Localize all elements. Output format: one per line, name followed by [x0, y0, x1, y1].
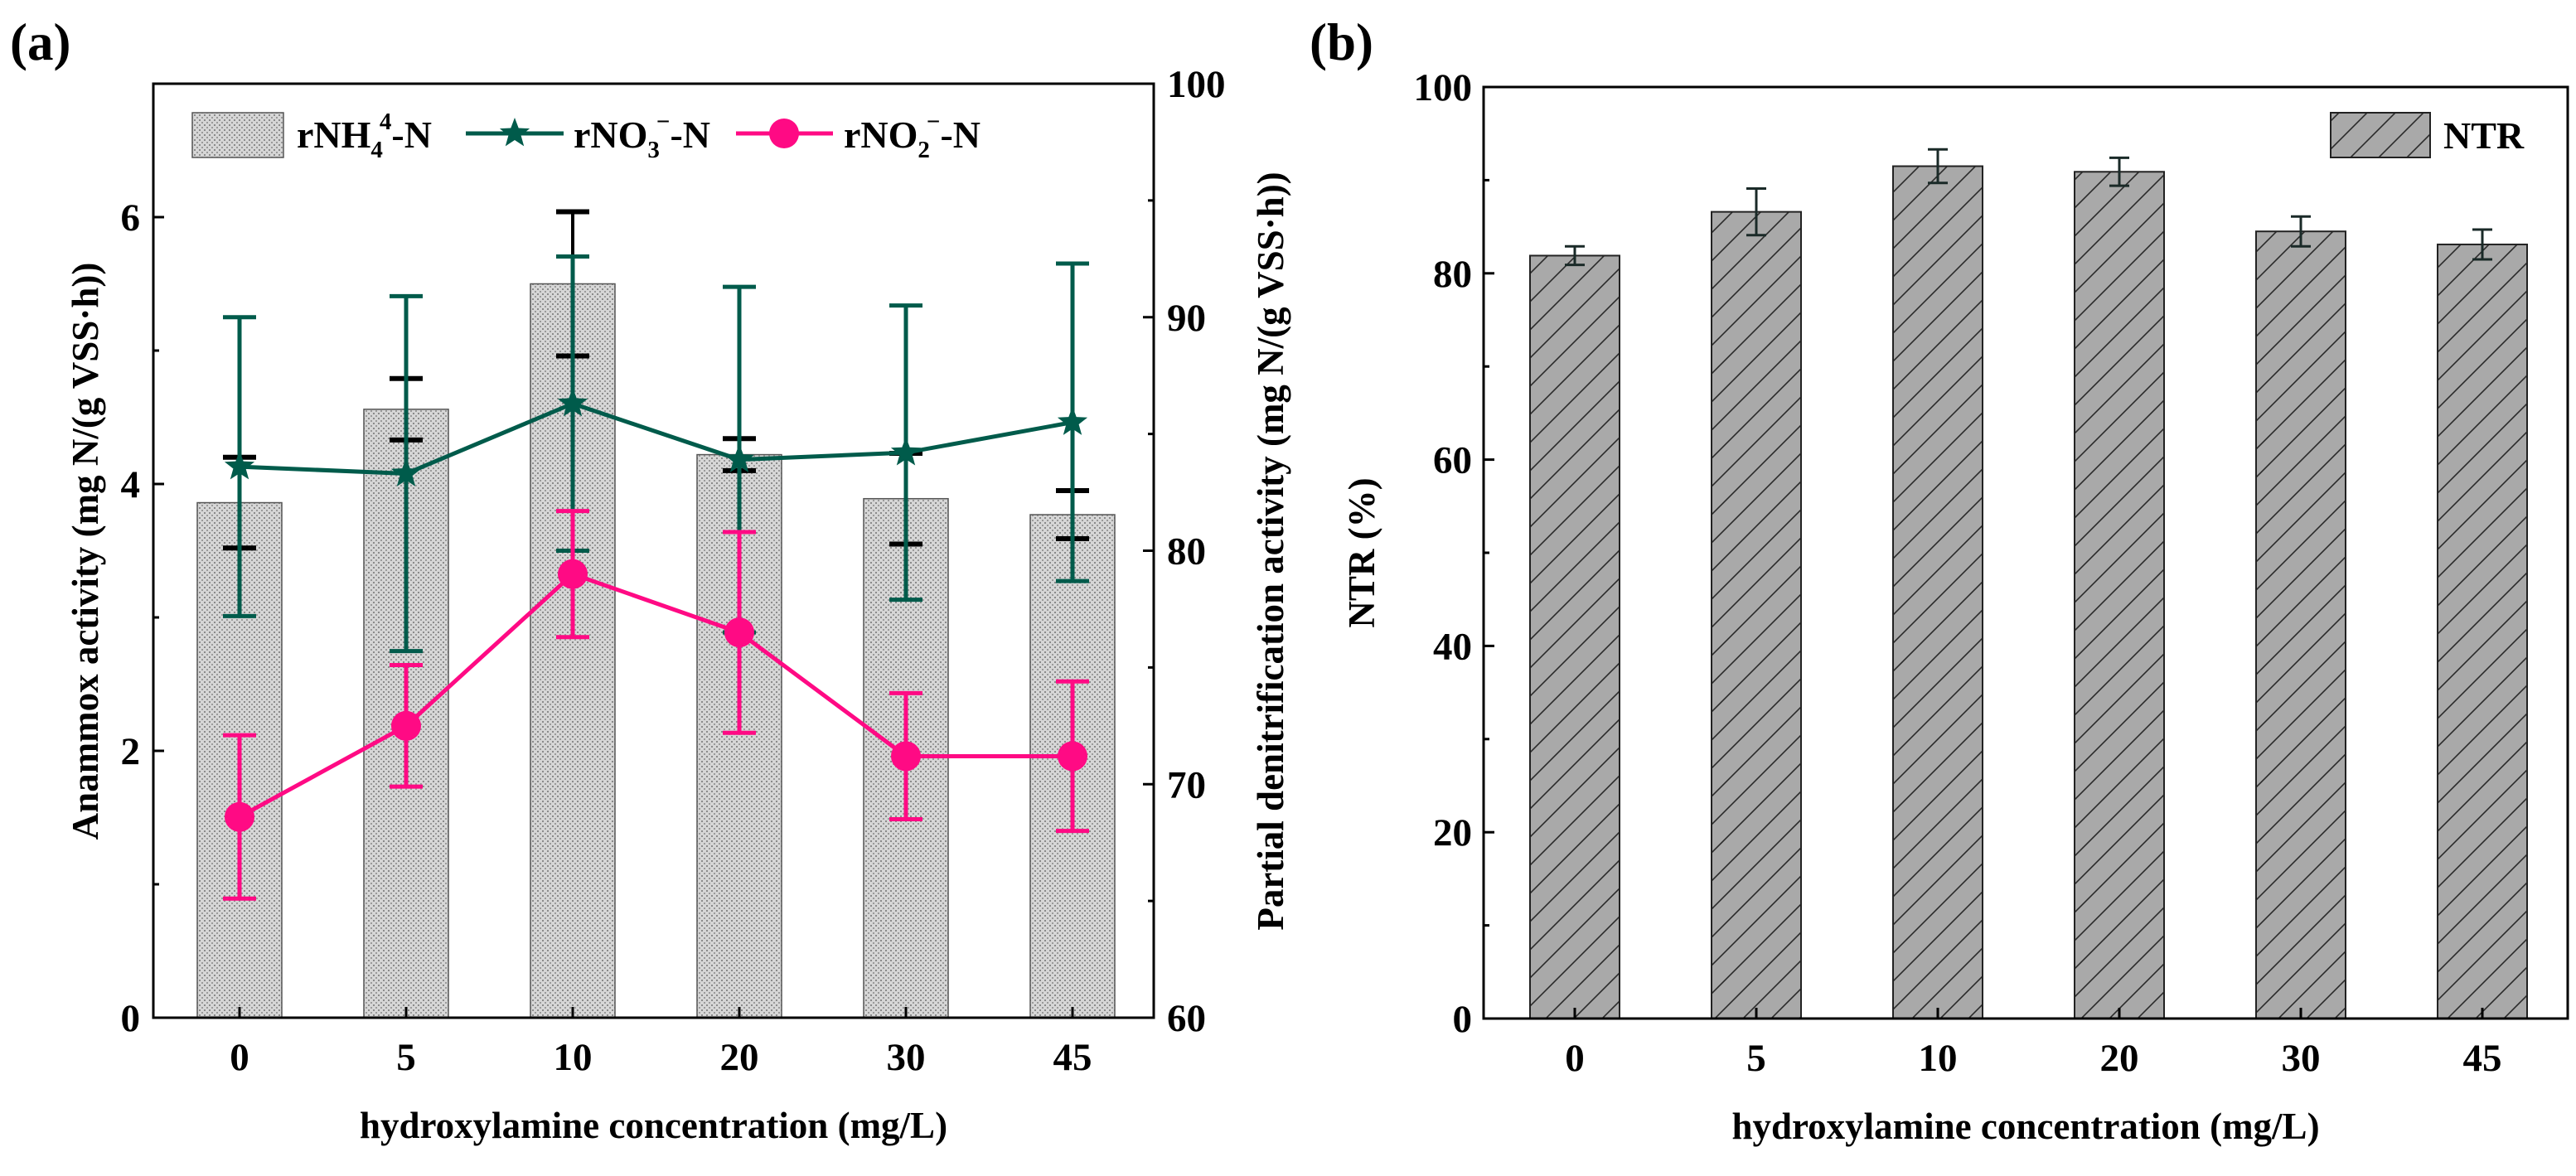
y-tick-label-right: 80 — [1167, 530, 1206, 573]
x-tick-label: 20 — [720, 1036, 759, 1079]
bar-ntr — [1529, 254, 1620, 1020]
point-rno3 — [724, 443, 755, 472]
legend-subscript: 4 — [370, 137, 383, 163]
plot-frame — [152, 82, 1155, 1019]
panel-label: (a) — [10, 13, 70, 71]
y-tick-label-left: 2 — [121, 730, 141, 773]
y-axis-title-right: Partial denitrification activity (mg N/(… — [1250, 172, 1291, 930]
legend-label-rnh4: rNH44-N — [297, 109, 432, 163]
y-tick-label: 100 — [1414, 66, 1473, 109]
point-rno2 — [1058, 741, 1087, 772]
x-tick-label: 45 — [2463, 1037, 2502, 1080]
y-tick-label-right: 90 — [1167, 297, 1206, 340]
panel-label: (b) — [1310, 13, 1373, 71]
legend-superscript: 4 — [380, 109, 392, 135]
legend-swatch-rnh4 — [191, 112, 284, 158]
bar-ntr — [2255, 230, 2346, 1020]
x-tick-label: 10 — [554, 1036, 593, 1079]
x-tick-label: 10 — [1919, 1037, 1958, 1080]
point-rno3 — [890, 437, 922, 466]
y-tick-label-left: 6 — [121, 196, 141, 240]
x-tick-label: 45 — [1053, 1036, 1092, 1079]
point-rno2 — [391, 710, 421, 741]
x-tick-label: 0 — [230, 1036, 249, 1079]
x-axis-title: hydroxylamine concentration (mg/L) — [360, 1105, 947, 1146]
legend: rNH44-N rNO3−-N rNO2−-N — [191, 109, 981, 163]
x-tick-label: 0 — [1565, 1037, 1585, 1080]
y-tick-label: 20 — [1433, 811, 1472, 854]
legend-text: -N — [670, 114, 710, 156]
legend-label-ntr: NTR — [2443, 114, 2525, 157]
y-axis-title-left: Anammox activity (mg N/(g VSS·h)) — [65, 263, 106, 840]
legend-superscript: − — [927, 109, 941, 135]
point-rno3 — [390, 457, 422, 486]
legend-text: -N — [391, 114, 432, 156]
y-tick-label: 0 — [1453, 998, 1473, 1041]
legend-text: rNO — [574, 114, 647, 156]
x-tick-label: 20 — [2100, 1037, 2139, 1080]
point-rno2 — [724, 617, 754, 648]
bar-ntr — [2074, 171, 2165, 1019]
y-tick-label: 60 — [1433, 439, 1472, 482]
legend-marker-rno2 — [769, 119, 799, 148]
x-tick-label: 30 — [2282, 1037, 2321, 1080]
x-tick-label: 5 — [1746, 1037, 1766, 1080]
line-rno2 — [238, 571, 1073, 819]
plot-frame — [1482, 85, 2569, 1020]
x-axis-title: hydroxylamine concentration (mg/L) — [1731, 1106, 2319, 1147]
point-rno2 — [891, 741, 921, 772]
panel-b-chart: (b) 0 5 10 20 30 45 hydroxylamine concentration… — [1310, 13, 2569, 1147]
legend-superscript: − — [656, 109, 671, 135]
point-rno3 — [224, 451, 255, 480]
y-axis-title: NTR (%) — [1341, 477, 1382, 627]
bar-ntr — [1892, 165, 1983, 1019]
y-tick-label: 80 — [1433, 253, 1472, 296]
x-tick-label: 5 — [396, 1036, 416, 1079]
legend-marker-rno3 — [499, 118, 530, 147]
bar-ntr — [2437, 243, 2528, 1019]
point-rno2 — [225, 801, 254, 832]
y-tick-label-right: 70 — [1167, 763, 1206, 806]
legend-swatch-ntr — [2330, 112, 2431, 158]
legend-subscript: 2 — [918, 137, 930, 163]
legend-subscript: 3 — [647, 137, 660, 163]
y-tick-label-left: 0 — [121, 997, 141, 1040]
legend-text: -N — [940, 114, 981, 156]
y-tick-label-left: 4 — [121, 463, 141, 506]
legend-label-rno3: rNO3−-N — [574, 109, 710, 163]
point-rno3 — [557, 388, 588, 417]
bar-ntr — [1711, 211, 1802, 1019]
y-tick-label-right: 60 — [1167, 997, 1206, 1040]
point-rno2 — [558, 559, 588, 589]
legend: NTR — [2330, 112, 2525, 158]
legend-text: rNH — [297, 114, 371, 156]
legend-label-rno2: rNO2−-N — [844, 109, 981, 163]
y-tick-label-right: 100 — [1167, 63, 1226, 106]
point-rno3 — [1057, 406, 1088, 435]
y-tick-label: 40 — [1433, 625, 1472, 668]
x-tick-label: 30 — [887, 1036, 926, 1079]
line-rno3 — [239, 401, 1073, 477]
legend-text: rNO — [844, 114, 918, 156]
